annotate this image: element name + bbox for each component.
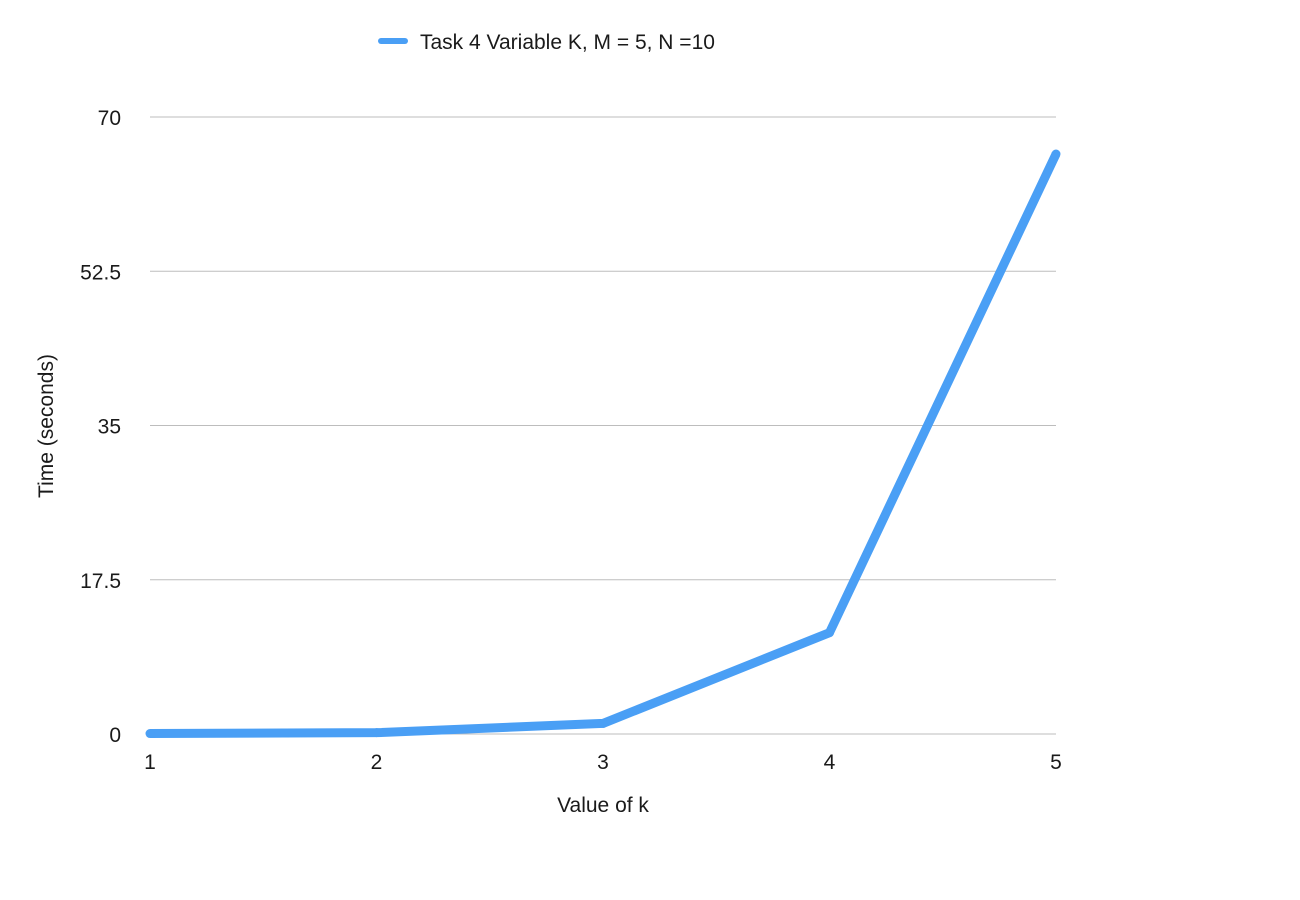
data-point — [372, 728, 381, 738]
y-tick-label: 70 — [98, 107, 121, 130]
y-tick-label: 17.5 — [80, 570, 121, 593]
series-line — [149, 152, 1061, 739]
x-tick-label: 2 — [371, 751, 383, 774]
data-point — [1051, 149, 1061, 159]
x-tick-label: 3 — [597, 751, 609, 774]
y-axis-tick-labels: 0 17.5 35 52.5 70 — [80, 107, 121, 747]
y-tick-label: 0 — [109, 724, 121, 747]
y-tick-label: 35 — [98, 416, 121, 439]
x-axis-title: Value of k — [557, 794, 649, 817]
legend-label: Task 4 Variable K, M = 5, N =10 — [420, 31, 715, 54]
x-tick-label: 5 — [1050, 751, 1062, 774]
y-tick-label: 52.5 — [80, 261, 121, 284]
legend: Task 4 Variable K, M = 5, N =10 — [378, 31, 715, 54]
x-axis-tick-labels: 1 2 3 4 5 — [144, 751, 1062, 774]
y-axis-title: Time (seconds) — [35, 354, 58, 498]
gridlines — [150, 116, 1056, 735]
data-point — [825, 628, 834, 638]
x-tick-label: 1 — [144, 751, 156, 774]
x-tick-label: 4 — [824, 751, 836, 774]
data-point — [598, 718, 608, 728]
series-group — [145, 149, 1061, 739]
data-point — [145, 729, 155, 739]
